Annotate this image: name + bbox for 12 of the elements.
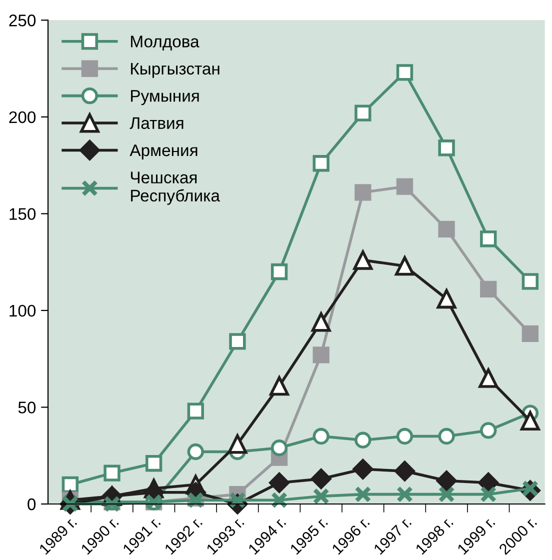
legend-label: Армения [130, 144, 198, 160]
legend-label: Чешская Республика [130, 172, 220, 205]
y-tick-label: 100 [10, 304, 36, 317]
legend-label: Румыния [131, 90, 199, 106]
legend-label: Кыргызстан [131, 62, 220, 78]
y-tick-label: 200 [9, 111, 36, 124]
legend-label: Молдова [131, 36, 200, 51]
y-tick-label: 250 [9, 14, 36, 26]
legend-label: Латвия [130, 117, 184, 130]
y-tick-label: 150 [10, 208, 36, 220]
y-tick-label: 50 [18, 402, 36, 414]
y-tick-label: 0 [28, 498, 36, 510]
